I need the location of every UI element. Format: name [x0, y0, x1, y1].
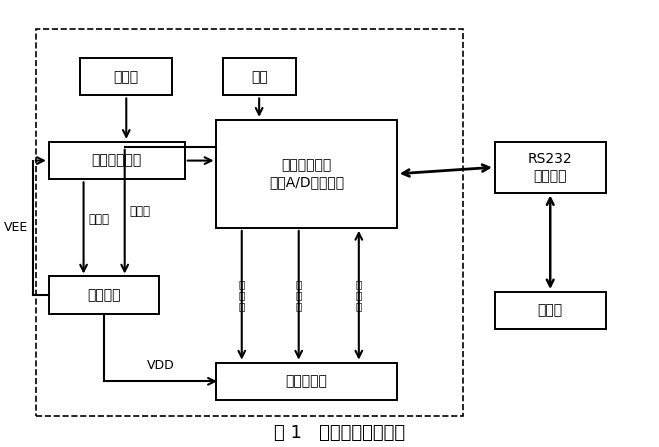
FancyBboxPatch shape	[495, 292, 606, 329]
Text: VDD: VDD	[146, 359, 174, 372]
FancyBboxPatch shape	[80, 58, 172, 96]
FancyBboxPatch shape	[223, 58, 295, 96]
Text: 模拟适配电路: 模拟适配电路	[92, 154, 142, 168]
Text: 计算机: 计算机	[538, 304, 563, 318]
FancyBboxPatch shape	[216, 120, 397, 228]
FancyBboxPatch shape	[49, 142, 185, 179]
Text: 控
制
线: 控 制 线	[239, 279, 245, 311]
Text: 电源管理: 电源管理	[88, 288, 121, 302]
Text: 数
据
线: 数 据 线	[356, 279, 362, 311]
Text: VEE: VEE	[4, 221, 28, 234]
Text: 传感器: 传感器	[114, 70, 139, 84]
Text: 控制线: 控制线	[130, 205, 151, 218]
FancyBboxPatch shape	[216, 363, 397, 400]
Text: 电池: 电池	[251, 70, 268, 84]
Text: 单片机（内部
集成A/D转换器）: 单片机（内部 集成A/D转换器）	[269, 158, 344, 190]
Text: 地
址
线: 地 址 线	[296, 279, 302, 311]
Text: 图 1   测试系统原理框图: 图 1 测试系统原理框图	[274, 424, 405, 442]
Text: RS232
串行接口: RS232 串行接口	[528, 152, 573, 183]
FancyBboxPatch shape	[49, 277, 159, 314]
FancyBboxPatch shape	[495, 142, 606, 193]
Text: 静态存储器: 静态存储器	[286, 374, 328, 388]
Text: 控制线: 控制线	[88, 213, 109, 226]
